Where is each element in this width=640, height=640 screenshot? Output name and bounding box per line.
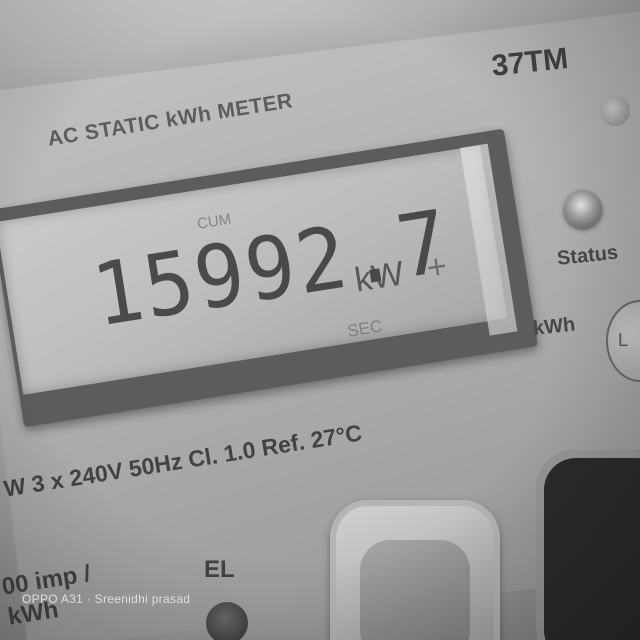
status-led-icon xyxy=(564,190,602,228)
camera-watermark: OPPO A31 · Sreenidhi prasad xyxy=(22,592,191,606)
kwh-label: kWh xyxy=(532,313,577,340)
lcd-unit: kW xyxy=(352,254,407,300)
screw-icon xyxy=(600,96,630,126)
meter-button-left-cap xyxy=(360,540,470,640)
el-label: EL xyxy=(204,556,235,583)
el-led-icon xyxy=(206,602,248,640)
optical-port-label: L xyxy=(618,330,629,350)
meter-button-right xyxy=(536,450,640,640)
